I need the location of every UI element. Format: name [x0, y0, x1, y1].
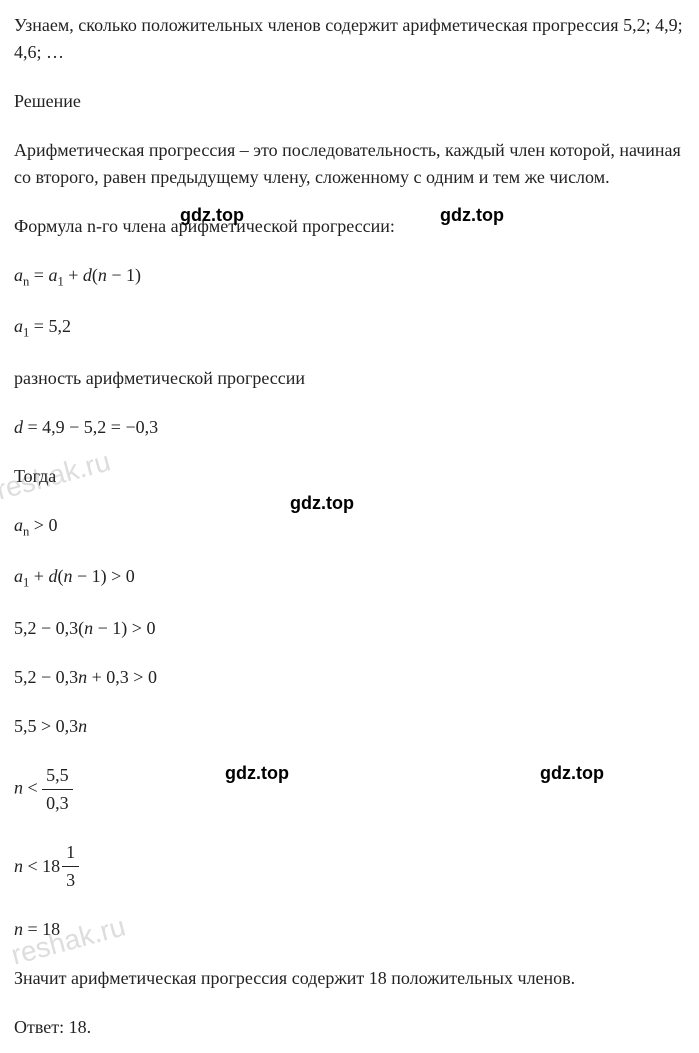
formula-general: an = a1 + d(n − 1)	[14, 262, 685, 291]
step-1: a1 + d(n − 1) > 0	[14, 563, 685, 592]
an-positive: an > 0	[14, 512, 685, 541]
conclusion: Значит арифметическая прогрессия содержи…	[14, 965, 685, 992]
step-3: 5,2 − 0,3n + 0,3 > 0	[14, 664, 685, 691]
d-calculation: d = 4,9 − 5,2 = −0,3	[14, 414, 685, 441]
formula-intro: Формула n-го члена арифметической прогре…	[14, 213, 685, 240]
step-2: 5,2 − 0,3(n − 1) > 0	[14, 615, 685, 642]
a1-value: a1 = 5,2	[14, 313, 685, 342]
step-4: 5,5 > 0,3n	[14, 713, 685, 740]
problem-statement: Узнаем, сколько положительных членов сод…	[14, 12, 685, 66]
answer: Ответ: 18.	[14, 1014, 685, 1041]
fraction-step: n < 5,5 0,3	[14, 762, 685, 817]
then-label: Тогда	[14, 463, 685, 490]
definition-text: Арифметическая прогрессия – это последов…	[14, 137, 685, 191]
mixed-number-step: n < 18 1 3	[14, 839, 685, 894]
difference-label: разность арифметической прогрессии	[14, 365, 685, 392]
solution-heading: Решение	[14, 88, 685, 115]
n-final: n = 18	[14, 916, 685, 943]
